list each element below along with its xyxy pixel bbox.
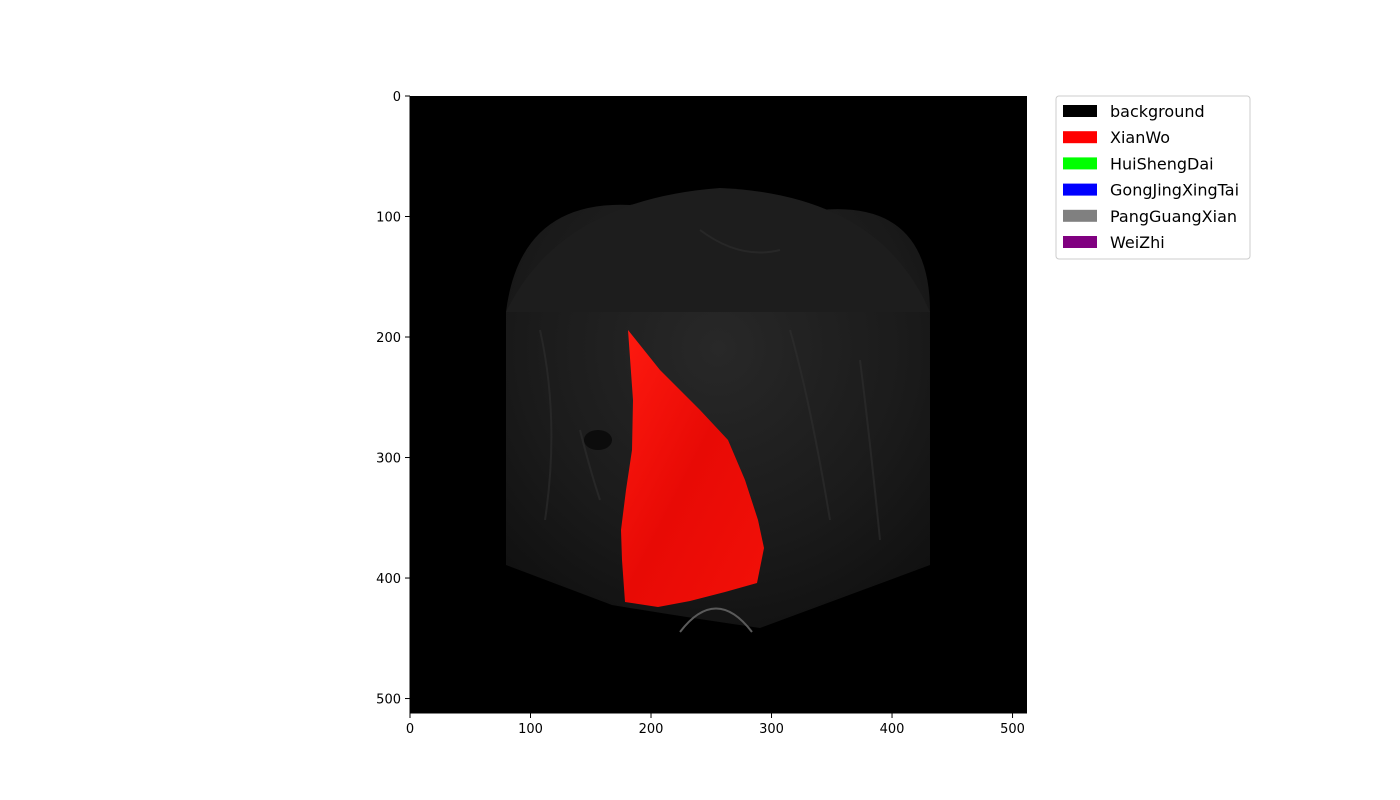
y-tick-label: 400 (376, 572, 401, 587)
legend-label: GongJingXingTai (1110, 181, 1239, 200)
y-tick-label: 100 (376, 211, 401, 226)
legend-frame (1055, 95, 1251, 260)
legend-swatch (1063, 183, 1097, 196)
legend-label: background (1110, 102, 1205, 121)
x-tick-label: 400 (880, 722, 905, 737)
y-tick-label: 500 (376, 693, 401, 708)
legend-swatch (1063, 209, 1097, 222)
x-tick-label: 0 (406, 722, 414, 737)
probe-arc (679, 607, 753, 633)
axes (409, 96, 1027, 714)
x-tick-label: 300 (759, 722, 784, 737)
y-tick-label: 300 (376, 452, 401, 467)
y-tick-label: 200 (376, 331, 401, 346)
legend: background XianWo HuiShengDai GongJingXingT… (1055, 95, 1251, 260)
xianwo-segmentation (621, 330, 764, 607)
legend-items: background XianWo HuiShengDai GongJingXingT… (1063, 102, 1239, 252)
legend-swatch (1063, 105, 1097, 117)
y-ticks: 0 100 200 300 400 500 (376, 90, 410, 708)
x-tick-label: 200 (639, 722, 664, 737)
x-ticks: 0 100 200 300 400 500 (406, 713, 1025, 737)
legend-label: XianWo (1110, 128, 1170, 147)
legend-swatch (1063, 157, 1097, 170)
x-tick-label: 500 (1000, 722, 1025, 737)
legend-swatch (1063, 236, 1097, 248)
legend-label: PangGuangXian (1110, 207, 1237, 226)
legend-label: HuiShengDai (1110, 154, 1214, 173)
x-tick-label: 100 (518, 722, 543, 737)
y-tick-label: 0 (393, 90, 401, 105)
legend-swatch (1063, 131, 1097, 144)
dark-region (584, 430, 612, 450)
legend-label: WeiZhi (1110, 233, 1165, 252)
tissue-texture (539, 229, 881, 541)
image-panel (410, 96, 1027, 713)
ultrasound-sector-top (506, 188, 930, 312)
